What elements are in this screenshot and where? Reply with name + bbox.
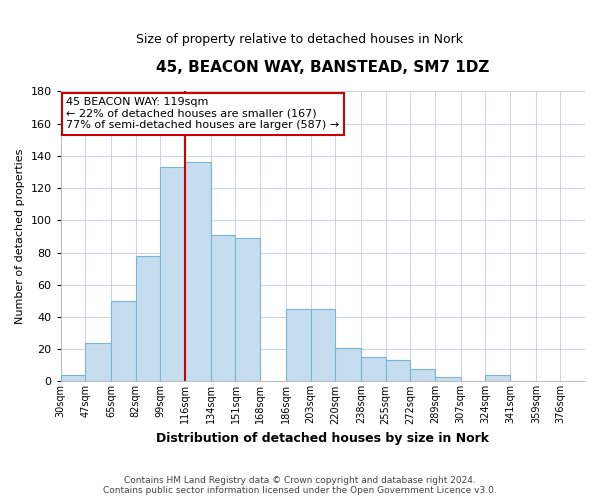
Bar [211, 235, 235, 382]
Bar [410, 368, 435, 382]
Bar [311, 309, 335, 382]
Bar [136, 256, 160, 382]
Bar [386, 360, 410, 382]
Bar [235, 238, 260, 382]
Bar [361, 357, 386, 382]
Text: 45 BEACON WAY: 119sqm
← 22% of detached houses are smaller (167)
77% of semi-det: 45 BEACON WAY: 119sqm ← 22% of detached … [66, 97, 339, 130]
Bar [111, 301, 136, 382]
Title: 45, BEACON WAY, BANSTEAD, SM7 1DZ: 45, BEACON WAY, BANSTEAD, SM7 1DZ [156, 60, 490, 75]
Bar [335, 348, 361, 382]
Bar [85, 342, 111, 382]
Bar [61, 375, 85, 382]
Y-axis label: Number of detached properties: Number of detached properties [15, 148, 25, 324]
Bar [435, 376, 461, 382]
Bar [160, 167, 185, 382]
Bar [485, 375, 510, 382]
Text: Size of property relative to detached houses in Nork: Size of property relative to detached ho… [137, 32, 464, 46]
Bar [185, 162, 211, 382]
Bar [286, 309, 311, 382]
X-axis label: Distribution of detached houses by size in Nork: Distribution of detached houses by size … [157, 432, 490, 445]
Text: Contains HM Land Registry data © Crown copyright and database right 2024.
Contai: Contains HM Land Registry data © Crown c… [103, 476, 497, 495]
